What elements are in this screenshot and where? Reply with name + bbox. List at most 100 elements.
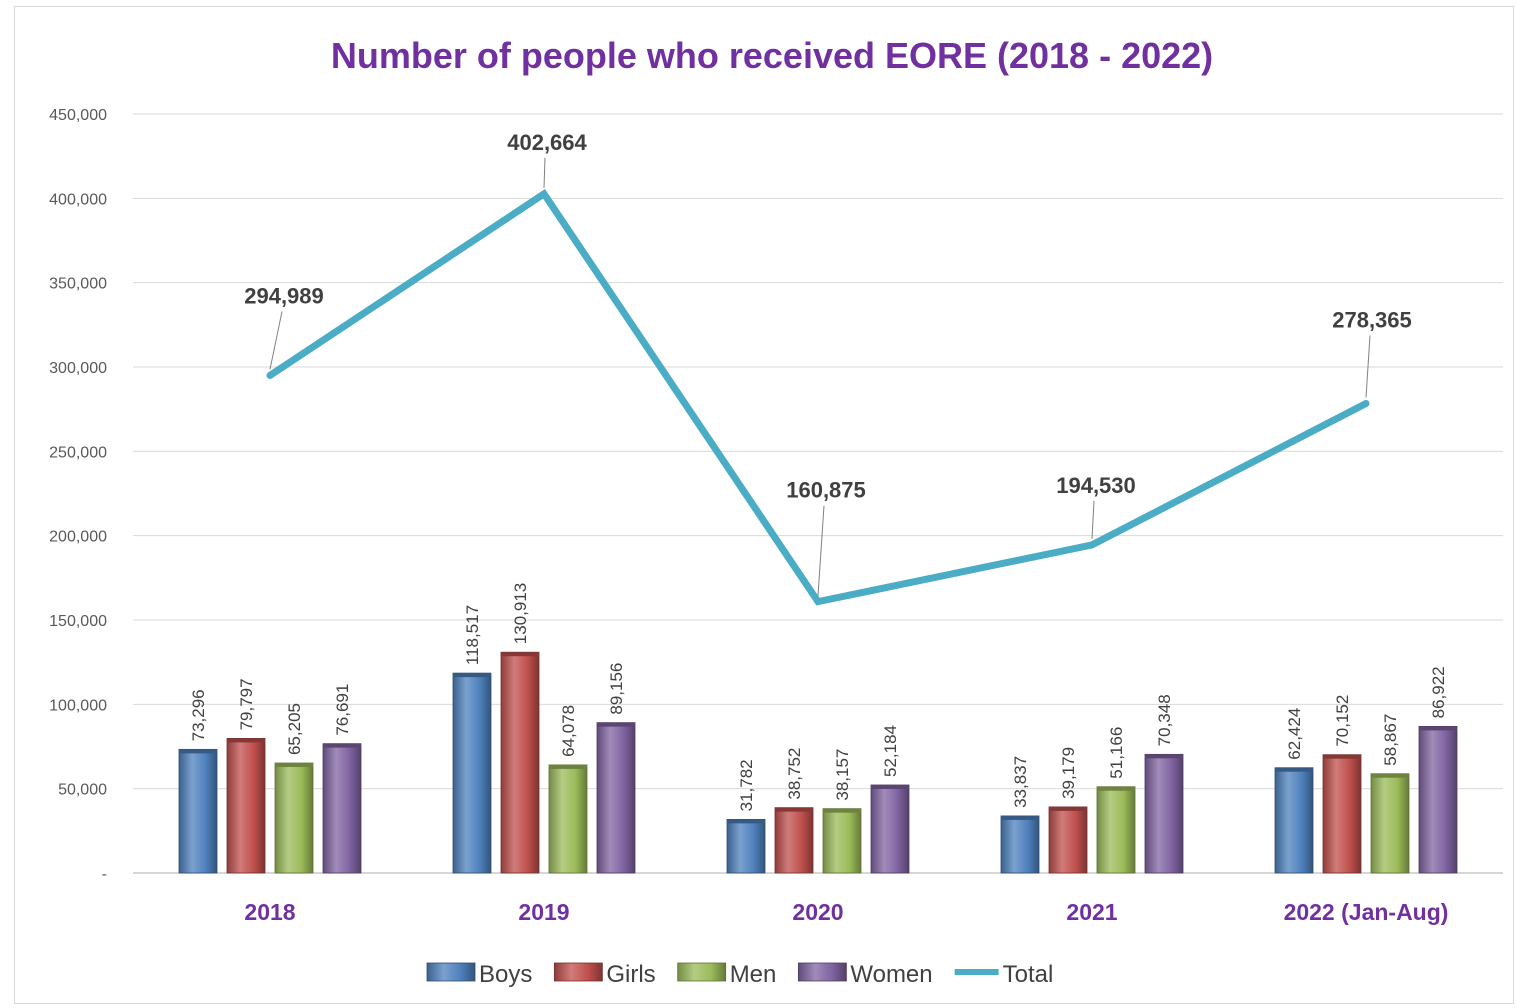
y-tick-label: 300,000 <box>49 360 107 377</box>
legend-item-total: Total <box>954 961 1054 988</box>
y-tick-label: 100,000 <box>49 697 107 714</box>
bar-cap <box>871 784 909 789</box>
bar-boys <box>452 672 492 874</box>
bar-men <box>548 764 588 874</box>
bar-value-label: 33,837 <box>1011 756 1030 808</box>
bar-cap <box>1001 815 1039 820</box>
bar-value-label: 58,867 <box>1381 714 1400 766</box>
bar-value-label: 65,205 <box>285 703 304 755</box>
legend-item-girls: Girls <box>553 961 656 988</box>
total-value-label: 402,664 <box>507 130 587 155</box>
bar-women <box>596 722 636 874</box>
bar-cap <box>597 722 635 727</box>
legend: Boys Girls Men Women Total <box>426 961 1054 988</box>
bar-men <box>1370 773 1410 874</box>
legend-item-women: Women <box>797 961 933 988</box>
chart-title: Number of people who received EORE (2018… <box>331 35 1213 76</box>
bar-girls <box>500 651 540 874</box>
x-tick-label: 2019 <box>518 899 569 925</box>
bar-value-label: 38,752 <box>785 748 804 800</box>
bar-cap <box>1371 773 1409 778</box>
bar-value-label: 62,424 <box>1285 708 1304 760</box>
legend-label: Boys <box>479 961 532 988</box>
bar-cap <box>727 819 765 824</box>
bar-cap <box>323 743 361 748</box>
bar-men <box>1096 786 1136 874</box>
x-tick-label: 2022 (Jan-Aug) <box>1284 899 1449 925</box>
bar-girls <box>774 807 814 874</box>
x-tick-label: 2020 <box>792 899 843 925</box>
total-leader-line <box>1365 335 1371 398</box>
bar-boys <box>178 748 218 874</box>
bar-value-label: 31,782 <box>737 759 756 811</box>
bar-women <box>870 784 910 874</box>
bar-cap <box>275 763 313 768</box>
x-axis-ticks: 2018 2019 2020 2021 2022 (Jan-Aug) <box>244 899 1448 925</box>
total-line <box>266 189 1370 606</box>
bar-value-label: 52,184 <box>881 725 900 777</box>
bar-value-label: 118,517 <box>463 605 482 665</box>
y-tick-label: 200,000 <box>49 529 107 546</box>
legend-item-men: Men <box>677 961 777 988</box>
bar-cap <box>1323 754 1361 759</box>
bar-value-label: 89,156 <box>607 663 626 715</box>
bar-cap <box>775 807 813 812</box>
bar-boys <box>1000 815 1040 874</box>
bar-value-label: 130,913 <box>511 583 530 644</box>
total-value-label: 160,875 <box>786 478 866 503</box>
bar-value-label: 64,078 <box>559 705 578 757</box>
bar-value-label: 38,157 <box>833 749 852 801</box>
bar-cap <box>823 808 861 813</box>
bar-value-label: 70,152 <box>1333 695 1352 747</box>
y-tick-label: 250,000 <box>49 444 107 461</box>
y-tick-label: 150,000 <box>49 613 107 630</box>
bar-value-label: 70,348 <box>1155 694 1174 746</box>
bar-girls <box>226 738 266 874</box>
legend-swatch <box>797 962 847 982</box>
legend-label: Total <box>1003 961 1054 988</box>
chart: Number of people who received EORE (2018… <box>49 35 1503 988</box>
legend-swatch <box>677 962 727 982</box>
bar-cap <box>453 673 491 678</box>
bar-value-label: 39,179 <box>1059 747 1078 799</box>
total-value-label: 278,365 <box>1332 307 1412 332</box>
bar-value-label: 76,691 <box>333 684 352 736</box>
bar-cap <box>227 738 265 743</box>
bar-cap <box>1145 754 1183 759</box>
legend-swatch <box>426 962 476 982</box>
bar-value-label: 86,922 <box>1429 666 1448 718</box>
bar-cap <box>1097 786 1135 791</box>
bar-cap <box>1419 726 1457 731</box>
total-leader-line <box>1091 500 1095 539</box>
bar-value-label: 79,797 <box>237 678 256 730</box>
total-leader-line <box>269 311 283 370</box>
y-axis-ticks: - 50,000 100,000 150,000 200,000 250,000 300,0… <box>49 107 107 883</box>
bar-women <box>1418 725 1458 874</box>
y-tick-label: - <box>102 866 107 883</box>
bar-girls <box>1322 754 1362 874</box>
total-leader-line <box>817 505 825 596</box>
bar-boys <box>726 818 766 874</box>
bar-women <box>1144 753 1184 874</box>
bar-girls <box>1048 806 1088 874</box>
x-tick-label: 2018 <box>244 899 295 925</box>
bar-men <box>274 762 314 874</box>
total-value-label: 194,530 <box>1056 473 1136 498</box>
y-tick-label: 350,000 <box>49 276 107 293</box>
bar-women <box>322 743 362 874</box>
legend-swatch <box>553 962 603 982</box>
bars: 73,296 79,797 65,205 76,691 118,517 130,913 64… <box>178 583 1458 874</box>
y-tick-label: 400,000 <box>49 191 107 208</box>
legend-label: Girls <box>606 961 655 988</box>
x-tick-label: 2021 <box>1066 899 1117 925</box>
bar-cap <box>1275 767 1313 772</box>
total-leader-line <box>543 157 546 188</box>
bar-value-label: 51,166 <box>1107 727 1126 779</box>
bar-cap <box>179 749 217 754</box>
total-line-layer: 294,989 402,664 160,875 194,530 278,365 <box>244 130 1412 606</box>
bar-boys <box>1274 767 1314 874</box>
legend-label: Men <box>730 961 777 988</box>
bar-cap <box>501 652 539 657</box>
y-tick-label: 450,000 <box>49 107 107 124</box>
bar-value-label: 73,296 <box>189 689 208 741</box>
